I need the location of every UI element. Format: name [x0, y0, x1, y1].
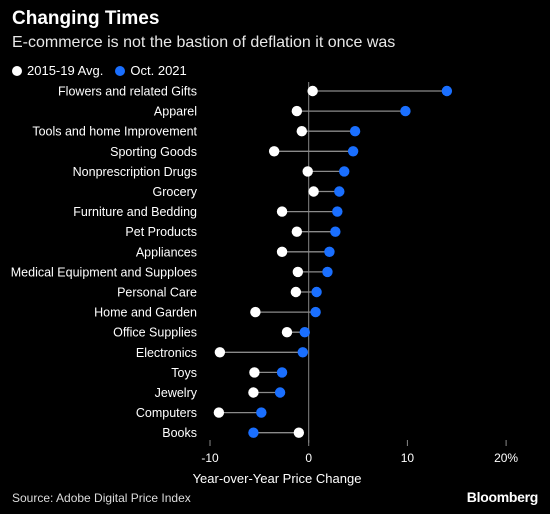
avg-point: [248, 387, 259, 398]
avg-point: [290, 286, 302, 298]
oct-point: [256, 407, 267, 418]
legend-swatch-oct: [115, 65, 126, 76]
brand-logo: Bloomberg: [466, 489, 539, 505]
avg-point: [276, 206, 288, 217]
x-tick-label: 20%: [494, 451, 518, 465]
chart-subtitle: E-commerce is not the bastion of deflati…: [12, 34, 396, 51]
category-label: Medical Equipment and Supploes: [11, 265, 197, 279]
oct-point: [349, 126, 361, 137]
legend: 2015-19 Avg. Oct. 2021: [12, 63, 199, 78]
category-label: Apparel: [154, 105, 197, 119]
oct-point: [311, 286, 322, 298]
x-tick-label: 10: [401, 451, 415, 465]
oct-point: [274, 387, 286, 398]
x-axis-label: Year-over-Year Price Change: [193, 471, 362, 486]
oct-point: [347, 146, 359, 157]
x-tick-label: -10: [201, 451, 219, 465]
category-label: Office Supplies: [113, 326, 197, 340]
oct-point: [324, 246, 335, 257]
category-label: Flowers and related Gifts: [58, 85, 197, 99]
avg-point: [296, 126, 307, 137]
oct-point: [330, 226, 341, 237]
x-tick-label: 0: [305, 451, 312, 465]
category-label: Furniture and Bedding: [73, 205, 197, 219]
oct-point: [248, 427, 259, 438]
oct-point: [441, 85, 453, 97]
category-label: Toys: [171, 366, 197, 380]
oct-point: [276, 367, 288, 378]
legend-label-avg: 2015-19 Avg.: [27, 63, 104, 78]
oct-point: [310, 306, 321, 318]
category-label: Books: [162, 426, 197, 440]
oct-point: [322, 266, 333, 278]
avg-point: [213, 407, 225, 418]
avg-point: [291, 105, 303, 117]
avg-point: [308, 186, 319, 197]
avg-point: [302, 166, 313, 177]
avg-point: [268, 146, 280, 157]
category-label: Appliances: [136, 245, 197, 259]
chart-title: Changing Times: [12, 8, 160, 29]
oct-point: [339, 166, 350, 177]
category-label: Jewelry: [155, 386, 198, 400]
avg-point: [276, 246, 288, 257]
avg-point: [214, 347, 226, 358]
source-note: Source: Adobe Digital Price Index: [12, 491, 191, 505]
oct-point: [332, 206, 343, 217]
category-label: Sporting Goods: [110, 145, 197, 159]
category-label: Home and Garden: [94, 306, 197, 320]
category-label: Grocery: [153, 185, 198, 199]
legend-swatch-avg: [12, 65, 22, 76]
legend-label-oct: Oct. 2021: [130, 63, 187, 78]
legend-item-avg: 2015-19 Avg.: [12, 63, 103, 78]
category-label: Computers: [136, 406, 197, 420]
category-label: Electronics: [136, 346, 197, 360]
category-label: Pet Products: [125, 225, 197, 239]
legend-item-oct: Oct. 2021: [115, 63, 187, 78]
avg-point: [250, 306, 261, 318]
avg-point: [307, 85, 318, 97]
oct-point: [297, 347, 308, 358]
category-label: Tools and home Improvement: [32, 125, 197, 139]
category-label: Nonprescription Drugs: [73, 165, 197, 179]
oct-point: [299, 327, 310, 338]
avg-point: [292, 266, 304, 278]
oct-point: [400, 105, 411, 117]
category-label: Personal Care: [117, 286, 197, 300]
avg-point: [249, 367, 260, 378]
avg-point: [291, 226, 303, 237]
oct-point: [334, 186, 345, 197]
avg-point: [293, 427, 305, 438]
avg-point: [281, 327, 293, 338]
